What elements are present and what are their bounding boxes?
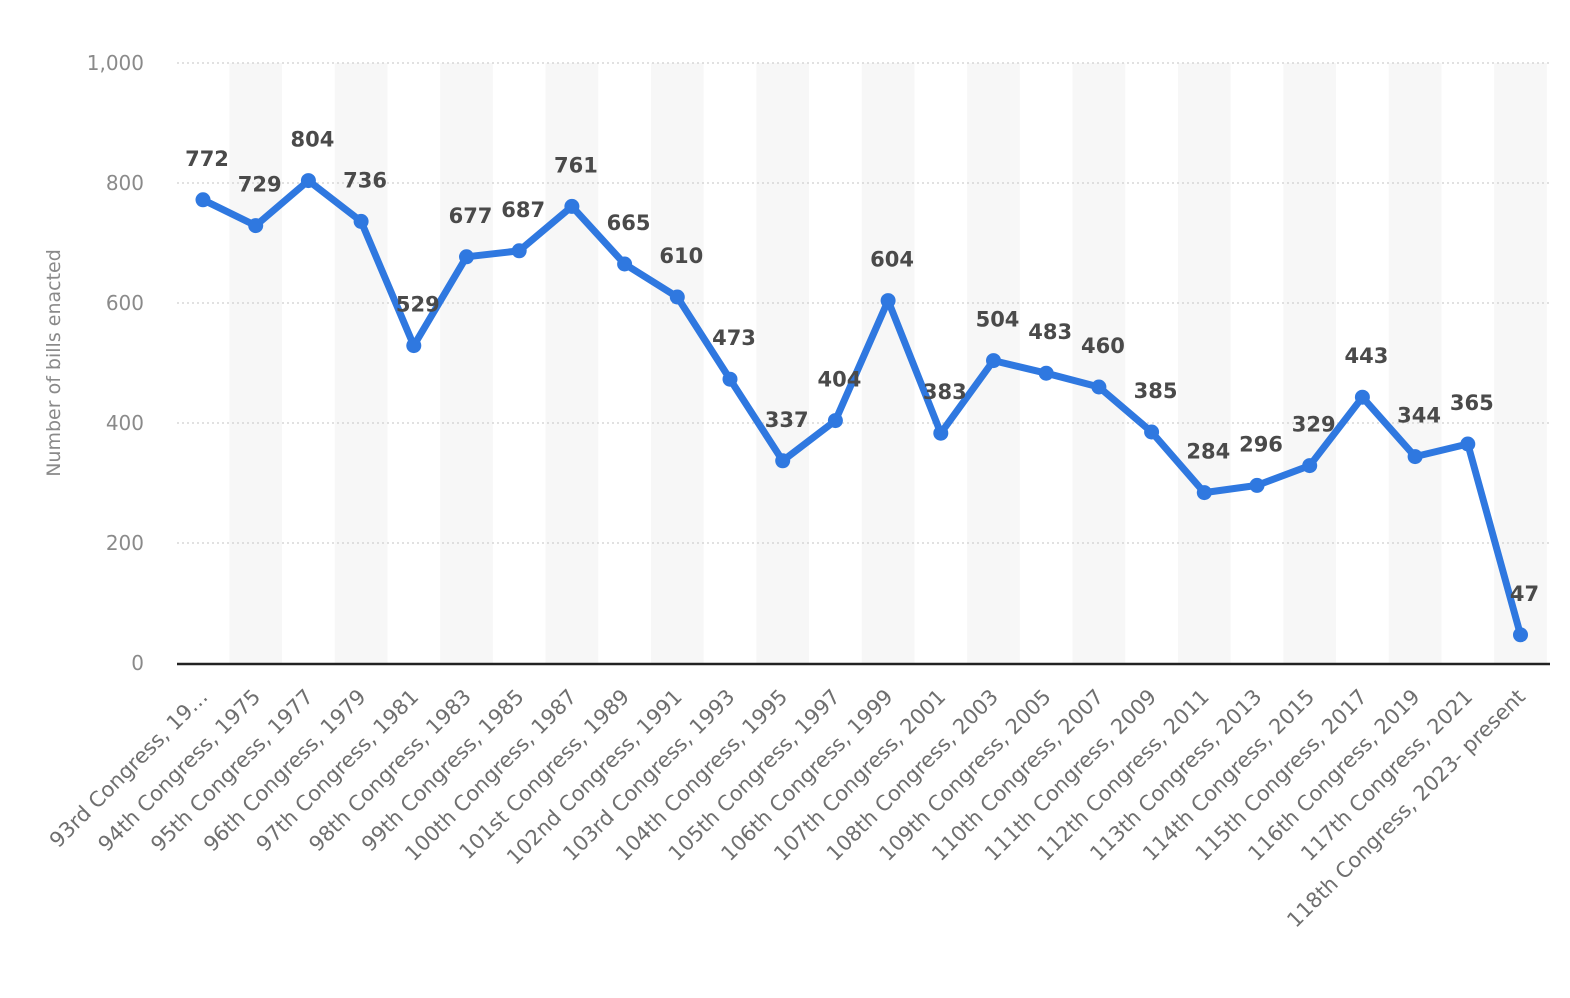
- data-point[interactable]: [1144, 424, 1160, 440]
- y-axis-label: Number of bills enacted: [43, 249, 65, 477]
- y-tick-label: 1,000: [87, 51, 144, 75]
- data-label: 729: [238, 173, 282, 197]
- category-band: [1072, 63, 1126, 663]
- category-band: [334, 63, 388, 663]
- data-point[interactable]: [1091, 379, 1107, 395]
- data-label: 504: [976, 308, 1020, 332]
- data-label: 736: [343, 168, 387, 192]
- data-label: 604: [870, 248, 914, 272]
- data-point[interactable]: [1038, 365, 1054, 381]
- data-point[interactable]: [564, 198, 580, 214]
- data-point[interactable]: [669, 289, 685, 305]
- data-point[interactable]: [617, 256, 633, 272]
- category-band: [229, 63, 283, 663]
- data-label: 677: [449, 204, 493, 228]
- data-label: 483: [1028, 320, 1072, 344]
- data-label: 329: [1292, 413, 1336, 437]
- data-point[interactable]: [1249, 477, 1265, 493]
- data-point[interactable]: [459, 249, 474, 265]
- gridlines: [177, 62, 1550, 544]
- data-point[interactable]: [933, 425, 949, 441]
- category-band: [1388, 63, 1442, 663]
- category-band: [545, 63, 599, 663]
- category-band: [1177, 63, 1231, 663]
- category-band: [756, 63, 810, 663]
- y-tick-label: 800: [106, 171, 144, 195]
- category-band: [650, 63, 704, 663]
- y-tick-label: 400: [106, 411, 144, 435]
- category-band: [1283, 63, 1337, 663]
- data-label: 344: [1397, 404, 1441, 428]
- data-label: 296: [1239, 432, 1283, 456]
- series-line: [199, 177, 1524, 639]
- data-label: 473: [712, 326, 756, 350]
- data-point[interactable]: [195, 192, 211, 208]
- data-point[interactable]: [1302, 458, 1318, 474]
- data-label: 460: [1081, 334, 1125, 358]
- data-label: 404: [817, 368, 861, 392]
- data-labels: 772 729 804 736 529 677 687 761 665 610 473 337 404 6…: [185, 128, 1539, 606]
- data-label: 761: [554, 153, 598, 177]
- data-point[interactable]: [827, 413, 843, 429]
- data-point[interactable]: [722, 371, 738, 387]
- category-band: [861, 63, 915, 663]
- data-point[interactable]: [300, 173, 316, 189]
- data-label: 772: [185, 147, 229, 171]
- data-point[interactable]: [406, 338, 422, 354]
- alternating-bands: [229, 63, 1547, 663]
- y-axis-ticks: 0 200 400 600 800 1,000: [87, 51, 144, 675]
- data-label: 383: [923, 380, 967, 404]
- data-label: 47: [1510, 582, 1539, 606]
- data-point[interactable]: [1513, 627, 1528, 643]
- data-label: 284: [1186, 440, 1230, 464]
- data-point[interactable]: [1354, 389, 1370, 405]
- data-point[interactable]: [775, 453, 791, 469]
- data-point[interactable]: [1460, 436, 1476, 452]
- y-tick-label: 0: [131, 651, 144, 675]
- data-label: 365: [1450, 391, 1494, 415]
- data-label: 529: [396, 293, 440, 317]
- data-label: 687: [501, 198, 545, 222]
- data-label: 610: [659, 244, 703, 268]
- data-point[interactable]: [986, 353, 1001, 369]
- data-label: 337: [765, 408, 809, 432]
- x-axis-ticks: 93rd Congress, 19…94th Congress, 197595t…: [45, 685, 1530, 933]
- data-label: 665: [607, 211, 651, 235]
- y-tick-label: 200: [106, 531, 144, 555]
- data-point[interactable]: [248, 218, 264, 234]
- data-point[interactable]: [1196, 485, 1212, 501]
- data-label: 804: [290, 128, 334, 152]
- data-label: 443: [1344, 344, 1388, 368]
- y-tick-label: 600: [106, 291, 144, 315]
- data-points: [195, 173, 1528, 643]
- data-point[interactable]: [1407, 449, 1423, 465]
- data-label: 385: [1134, 379, 1178, 403]
- data-point[interactable]: [511, 243, 527, 259]
- data-point[interactable]: [880, 293, 896, 309]
- category-band: [440, 63, 493, 663]
- data-point[interactable]: [353, 213, 369, 229]
